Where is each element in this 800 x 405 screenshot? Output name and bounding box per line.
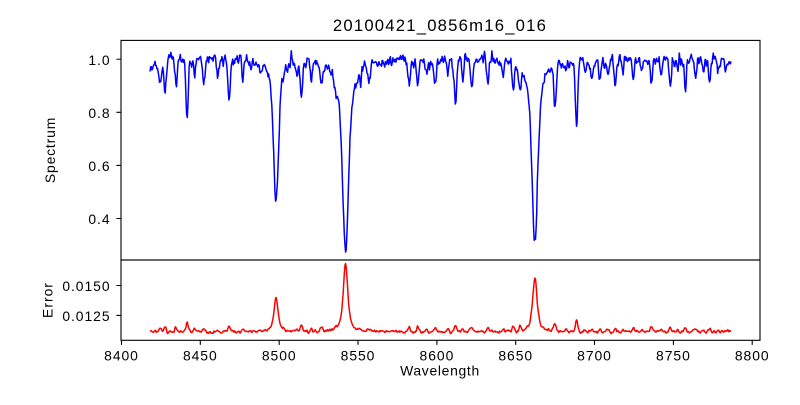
svg-text:Spectrum: Spectrum <box>42 117 58 183</box>
svg-text:8450: 8450 <box>183 348 218 364</box>
svg-text:Error: Error <box>40 282 56 318</box>
svg-text:8500: 8500 <box>262 348 297 364</box>
svg-text:0.8: 0.8 <box>88 105 110 121</box>
svg-text:8600: 8600 <box>420 348 455 364</box>
svg-text:8650: 8650 <box>498 348 533 364</box>
svg-text:0.6: 0.6 <box>88 158 110 174</box>
svg-text:8800: 8800 <box>735 348 770 364</box>
svg-text:8400: 8400 <box>104 348 139 364</box>
svg-text:0.4: 0.4 <box>88 211 110 227</box>
svg-text:20100421_0856m16_016: 20100421_0856m16_016 <box>333 16 547 35</box>
svg-text:8700: 8700 <box>577 348 612 364</box>
svg-text:8550: 8550 <box>341 348 376 364</box>
svg-text:Wavelength: Wavelength <box>400 363 480 379</box>
svg-text:1.0: 1.0 <box>88 52 110 68</box>
svg-text:8750: 8750 <box>656 348 691 364</box>
svg-text:0.0150: 0.0150 <box>62 278 110 294</box>
svg-text:0.0125: 0.0125 <box>62 308 110 324</box>
